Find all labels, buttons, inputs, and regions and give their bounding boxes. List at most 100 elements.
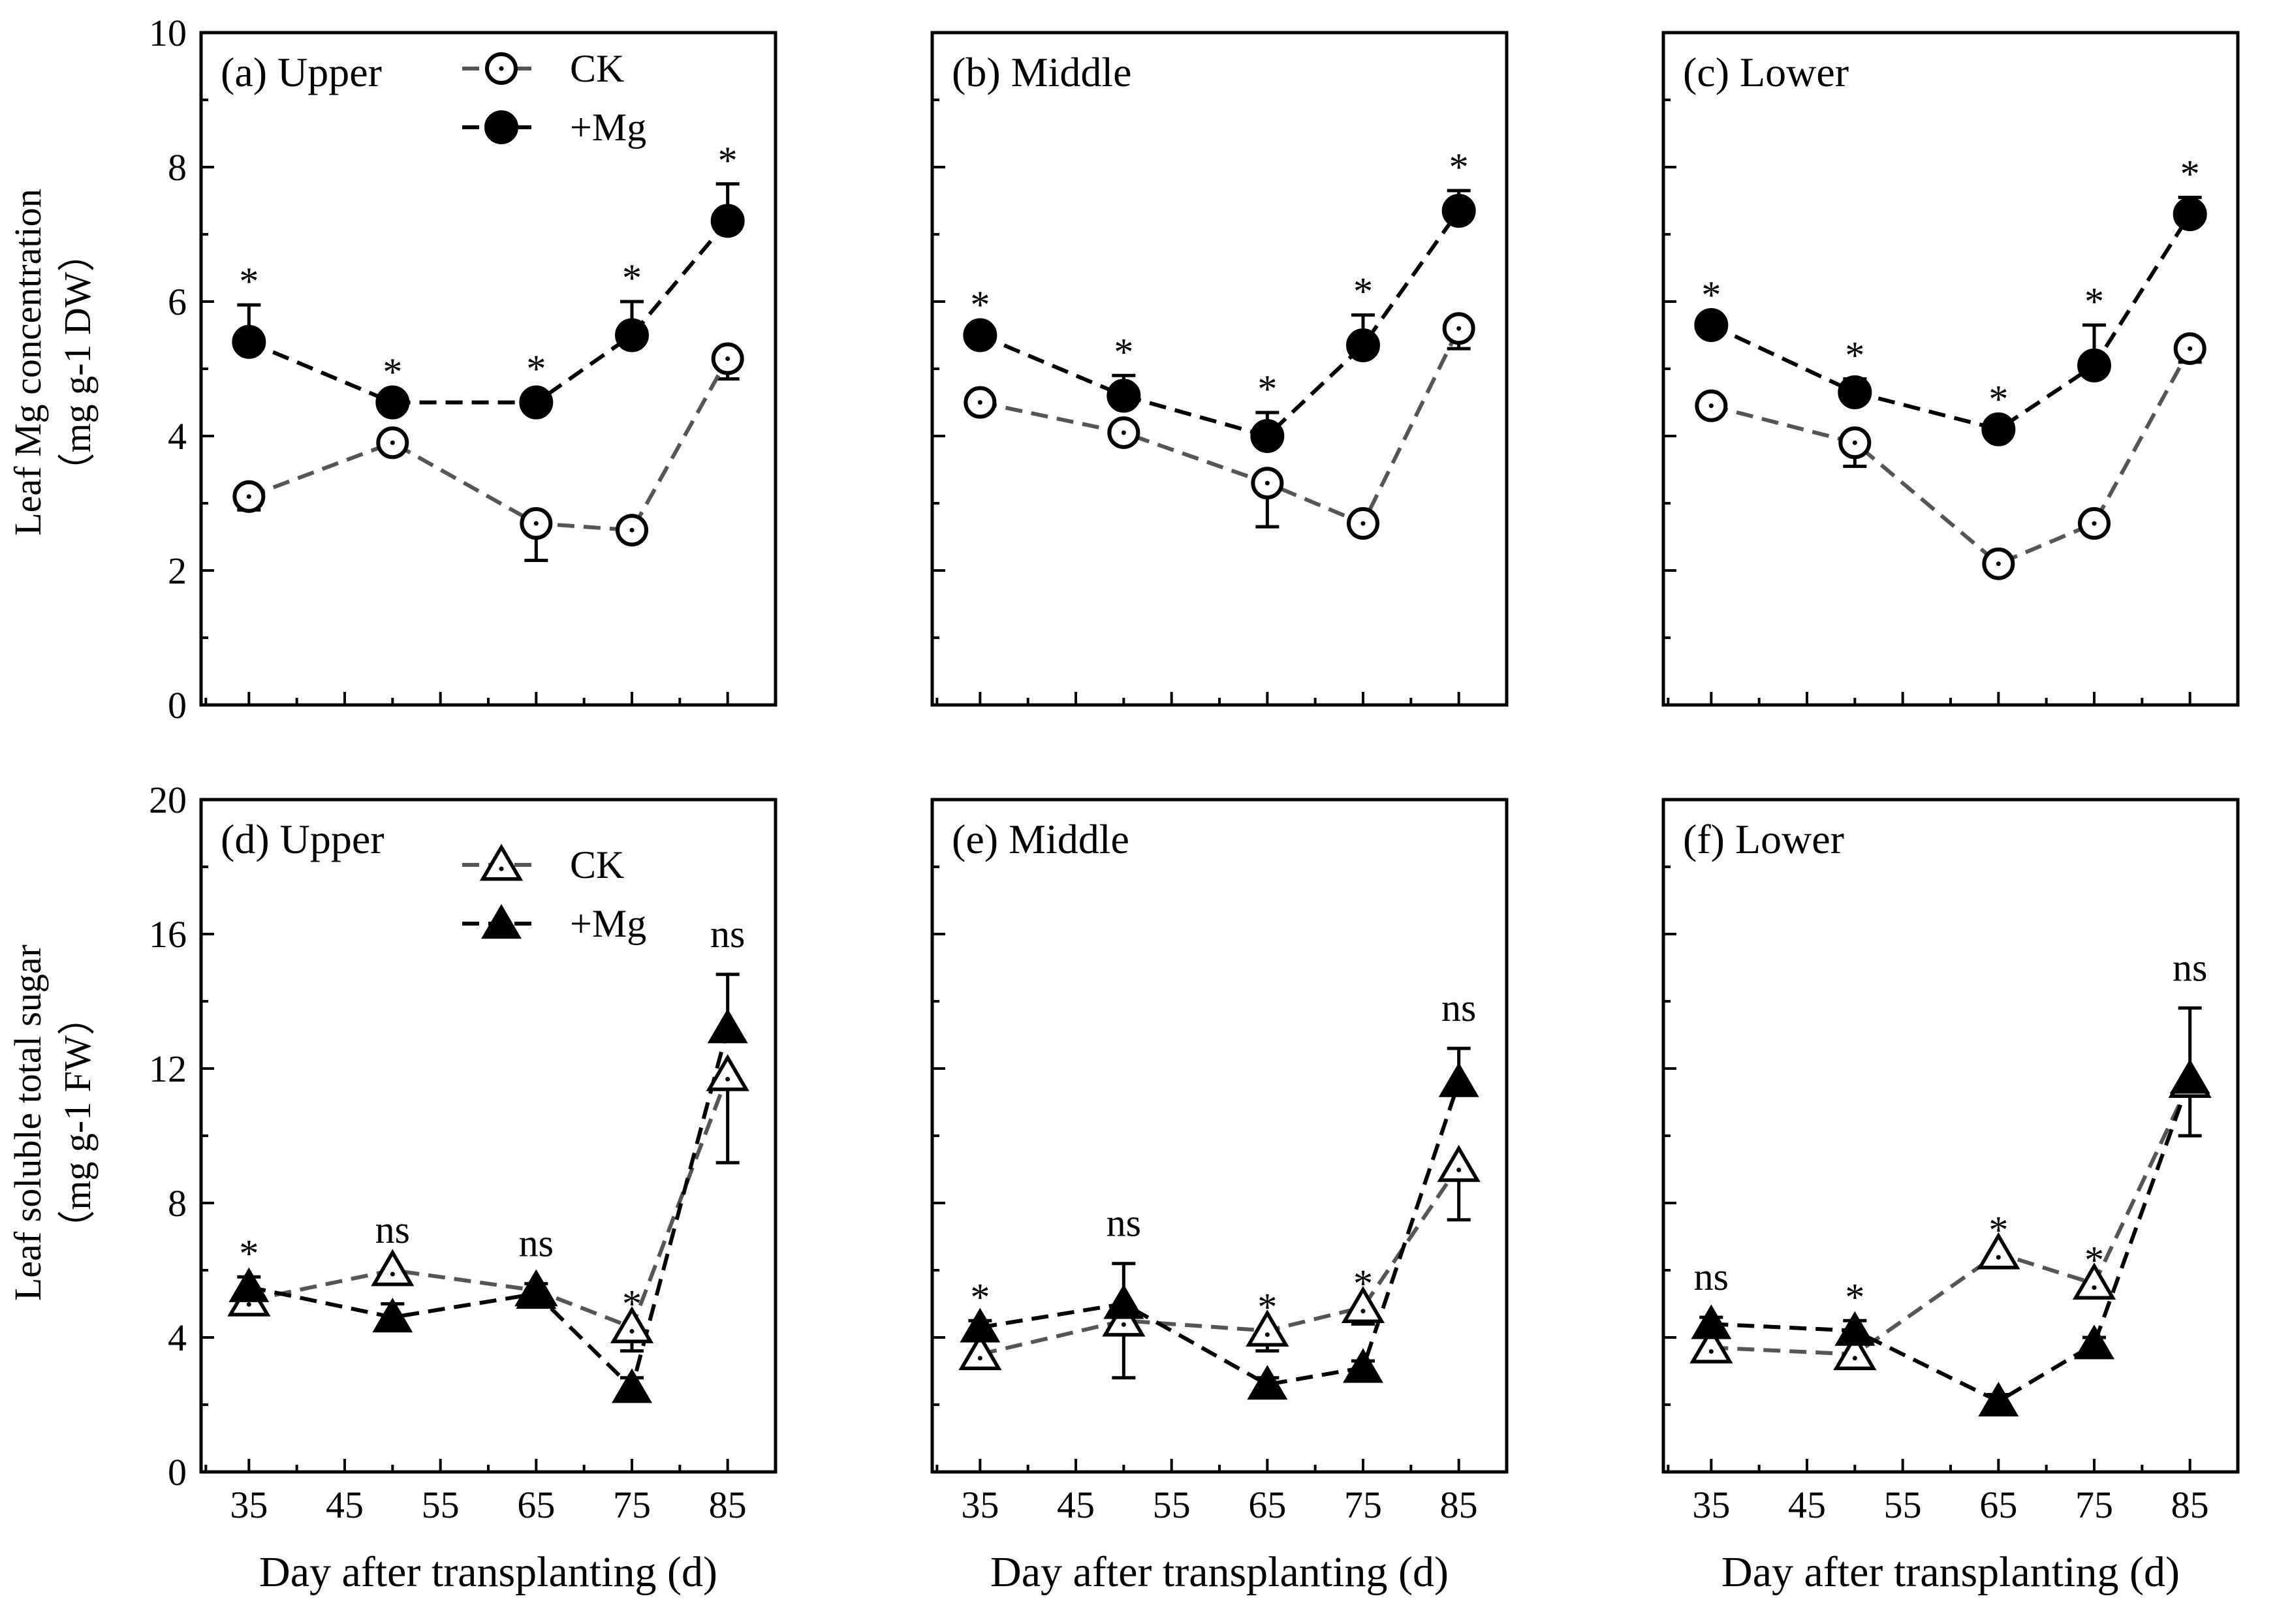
y-axis-title-bottom: Leaf soluble total sugar （mg g-1 FW）	[7, 945, 99, 1301]
plot-frame	[1661, 31, 2240, 707]
significance-label: ns	[1694, 1255, 1729, 1298]
point-ck	[1833, 1333, 1877, 1371]
point-ck-dot	[977, 1356, 982, 1361]
significance-label: *	[1845, 1275, 1864, 1319]
y-tick-label: 4	[168, 415, 187, 458]
significance-label: ns	[2173, 946, 2207, 989]
point-mg	[1346, 328, 1380, 362]
point-mg	[963, 318, 997, 352]
x-tick-label: 45	[326, 1484, 364, 1526]
legend-marker	[481, 904, 522, 939]
chart-panels: 0 2 4 6 8 10 (a) Upper * * * * * CK +Mg (b) Middle * * * *…	[149, 12, 2240, 1596]
significance-label: *	[1845, 334, 1864, 377]
point-ck-dot	[1456, 1167, 1462, 1172]
point-ck-dot	[1121, 430, 1126, 435]
y-tick-label: 4	[168, 1317, 187, 1359]
y-axis-unit-mg: （mg g-1 DW）	[56, 234, 99, 490]
point-ck	[1437, 1144, 1481, 1182]
series-line-ck	[979, 1164, 1461, 1356]
panel-e: 35 45 55 65 75 85 Day after transplanting (d) (…	[930, 798, 1509, 1596]
significance-label: *	[526, 347, 546, 390]
point-ck	[1341, 1286, 1385, 1323]
significance-label: *	[1701, 273, 1721, 317]
significance-label: *	[239, 260, 259, 303]
x-tick-label: 35	[961, 1484, 999, 1526]
significance-label: *	[383, 351, 402, 394]
significance-label: *	[622, 257, 642, 300]
x-tick-label: 65	[1979, 1484, 2017, 1526]
legend-marker-dot	[499, 66, 504, 71]
point-mg	[2169, 1059, 2210, 1094]
y-tick-label: 0	[168, 684, 187, 726]
x-tick-label: 85	[1440, 1484, 1478, 1526]
significance-label: *	[239, 1232, 259, 1275]
point-mg	[960, 1307, 1001, 1343]
x-tick-label: 55	[422, 1484, 460, 1526]
point-ck-dot	[1456, 326, 1462, 331]
significance-label: *	[1114, 330, 1133, 373]
point-ck-dot	[1121, 1322, 1126, 1327]
significance-label: *	[1449, 146, 1469, 189]
y-tick-label: 8	[168, 1182, 187, 1225]
significance-label: ns	[1441, 986, 1476, 1029]
x-tick-label: 75	[613, 1484, 651, 1526]
point-ck-dot	[390, 440, 395, 445]
legend-marker-dot	[499, 866, 504, 871]
point-mg	[1838, 375, 1872, 410]
point-mg	[519, 385, 554, 420]
legend-label: +Mg	[570, 902, 646, 945]
point-mg	[1694, 308, 1729, 343]
point-mg	[375, 385, 410, 420]
legend-label: CK	[570, 47, 624, 90]
point-ck-dot	[1264, 480, 1270, 486]
panel-label: (f) Lower	[1683, 816, 1844, 862]
panel-f: 35 45 55 65 75 85 Day after transplanting (d) (…	[1661, 798, 2240, 1596]
y-tick-label: 12	[149, 1048, 187, 1090]
series-line-mg	[248, 219, 729, 405]
x-tick-label: 35	[230, 1484, 268, 1526]
legend-marker	[479, 843, 524, 881]
point-mg	[1438, 1062, 1479, 1097]
point-mg	[707, 1008, 748, 1044]
point-mg	[615, 318, 649, 352]
panel-label: (e) Middle	[952, 816, 1129, 862]
point-mg	[372, 1298, 413, 1333]
series-line-ck	[1711, 1081, 2192, 1356]
significance-label: ns	[375, 1208, 410, 1251]
x-tick-label: 55	[1153, 1484, 1191, 1526]
series-line-ck	[248, 358, 730, 533]
y-tick-label: 16	[149, 913, 187, 956]
point-ck	[1977, 1232, 2020, 1270]
point-mg	[1103, 1284, 1144, 1319]
x-tick-label: 55	[1884, 1484, 1922, 1526]
point-mg	[1981, 412, 2016, 446]
significance-label: *	[1257, 367, 1277, 411]
significance-label: ns	[1107, 1202, 1141, 1245]
significance-label: *	[2084, 280, 2104, 323]
y-tick-label: 6	[168, 281, 187, 323]
panel-label: (b) Middle	[952, 49, 1132, 95]
point-ck-dot	[725, 1076, 730, 1082]
legend-label: CK	[570, 843, 624, 886]
point-mg	[1978, 1381, 2019, 1416]
x-tick-label: 45	[1788, 1484, 1826, 1526]
panel-d: 0 4 8 12 16 20 35 45 55 65 75 85 Day after transplan…	[149, 779, 777, 1596]
panel-label: (c) Lower	[1683, 49, 1849, 95]
series-line-ck	[1710, 347, 2192, 567]
point-ck-dot	[1852, 1356, 1857, 1361]
y-tick-label: 8	[168, 146, 187, 189]
significance-label: *	[622, 1283, 642, 1326]
y-tick-label: 0	[168, 1451, 187, 1493]
significance-label: *	[1988, 1208, 2008, 1251]
significance-label: ns	[710, 913, 745, 956]
plot-frame	[1661, 798, 2240, 1474]
point-ck-dot	[1360, 1309, 1366, 1314]
point-ck-dot	[725, 356, 730, 362]
point-mg	[516, 1274, 557, 1309]
significance-label: *	[1257, 1286, 1277, 1329]
significance-label: *	[970, 1275, 990, 1319]
x-axis-title: Day after transplanting (d)	[990, 1548, 1449, 1596]
legend-label: +Mg	[570, 106, 646, 149]
point-mg	[1834, 1311, 1876, 1346]
